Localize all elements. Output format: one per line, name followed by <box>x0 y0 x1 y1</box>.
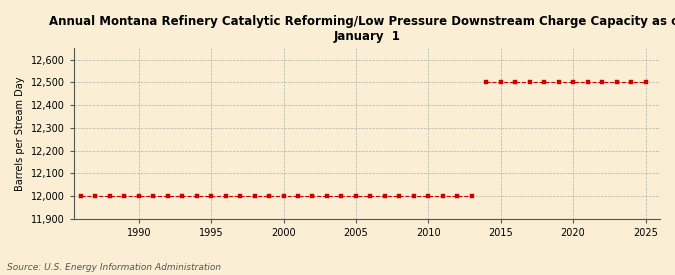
Text: Source: U.S. Energy Information Administration: Source: U.S. Energy Information Administ… <box>7 263 221 272</box>
Title: Annual Montana Refinery Catalytic Reforming/Low Pressure Downstream Charge Capac: Annual Montana Refinery Catalytic Reform… <box>49 15 675 43</box>
Y-axis label: Barrels per Stream Day: Barrels per Stream Day <box>15 76 25 191</box>
